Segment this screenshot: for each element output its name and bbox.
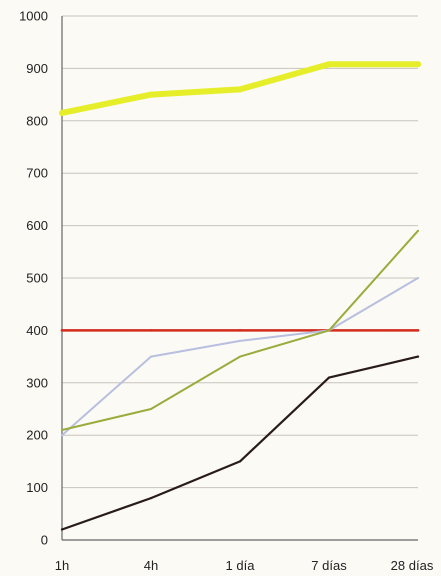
- y-tick-label-300: 300: [26, 375, 48, 390]
- series-3-point-3: [328, 329, 330, 332]
- label-layer: 0 100 200 300 400 500 600 700 800 900 1000 1h 4h 1 dí…: [19, 9, 434, 574]
- series-3-point-4: [417, 229, 419, 232]
- y-tick-label-900: 900: [26, 61, 48, 76]
- series-layer: [59, 61, 421, 531]
- series-2-point-4: [417, 277, 419, 279]
- y-tick-label-400: 400: [26, 323, 48, 338]
- x-tick-label-4: 28 días: [391, 558, 434, 573]
- series-2-point-2: [239, 339, 241, 342]
- x-tick-label-0: 1h: [55, 558, 69, 573]
- axis-layer: [61, 16, 418, 541]
- series-2-point-0: [61, 434, 63, 437]
- y-tick-label-600: 600: [26, 218, 48, 233]
- series-0-point-1: [148, 91, 154, 98]
- y-tick-label-200: 200: [26, 428, 48, 443]
- series-1-point-1: [149, 329, 153, 332]
- y-tick-label-500: 500: [26, 271, 48, 286]
- x-tick-label-3: 7 días: [311, 558, 347, 573]
- series-1-point-2: [238, 329, 242, 332]
- series-4-point-4: [416, 355, 420, 358]
- x-tick-label-2: 1 día: [226, 558, 256, 573]
- series-4-point-0: [60, 528, 64, 531]
- series-0-point-0: [59, 109, 65, 116]
- series-2-point-1: [150, 355, 152, 358]
- series-1-point-4: [416, 329, 420, 332]
- series-3-point-1: [150, 408, 152, 410]
- series-4-point-1: [149, 496, 153, 500]
- y-tick-label-700: 700: [26, 166, 48, 181]
- series-4-point-2: [238, 460, 242, 463]
- y-tick-label-800: 800: [26, 113, 48, 128]
- y-tick-label-0: 0: [41, 533, 48, 548]
- series-3-point-0: [61, 428, 63, 431]
- series-0-point-3: [326, 61, 332, 68]
- y-tick-label-1000: 1000: [19, 9, 48, 24]
- series-1-point-0: [60, 329, 64, 332]
- series-4-point-3: [327, 376, 331, 379]
- x-tick-label-1: 4h: [144, 558, 158, 573]
- series-0-point-2: [237, 86, 243, 93]
- y-tick-label-100: 100: [26, 480, 48, 495]
- series-3-point-2: [239, 355, 241, 358]
- series-0-point-4: [415, 61, 421, 68]
